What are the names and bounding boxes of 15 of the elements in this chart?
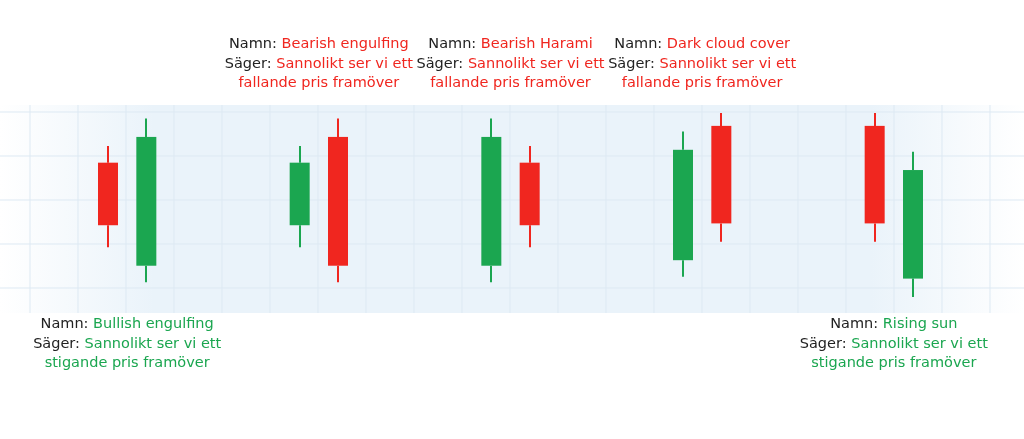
candlestick	[673, 130, 693, 278]
text: Namn: Bearish engulfing Säger: Sannolikt ser vi ett fallande pris framöver	[224, 35, 414, 90]
candlestick	[328, 117, 348, 284]
candlestick	[519, 145, 540, 249]
candlestick	[903, 150, 923, 298]
candlestick	[711, 112, 732, 243]
candlestick	[289, 145, 310, 249]
candlestick	[481, 117, 502, 284]
candlestick	[864, 112, 885, 243]
text: Namn: Dark cloud cover Säger: Sannolikt ser vi ett fallande pris framöver	[608, 35, 797, 90]
text: Namn: Rising sun Säger: Sannolikt ser vi ett stigande pris framöver	[799, 315, 988, 370]
text: Namn: Bullish engulfing Säger: Sannolikt ser vi ett stigande pris framöver	[33, 315, 222, 370]
candlestick	[98, 145, 118, 249]
candlestick	[136, 117, 157, 284]
text: Namn: Bearish Harami Säger: Sannolikt ser vi ett fallande pris framöver	[416, 35, 605, 90]
